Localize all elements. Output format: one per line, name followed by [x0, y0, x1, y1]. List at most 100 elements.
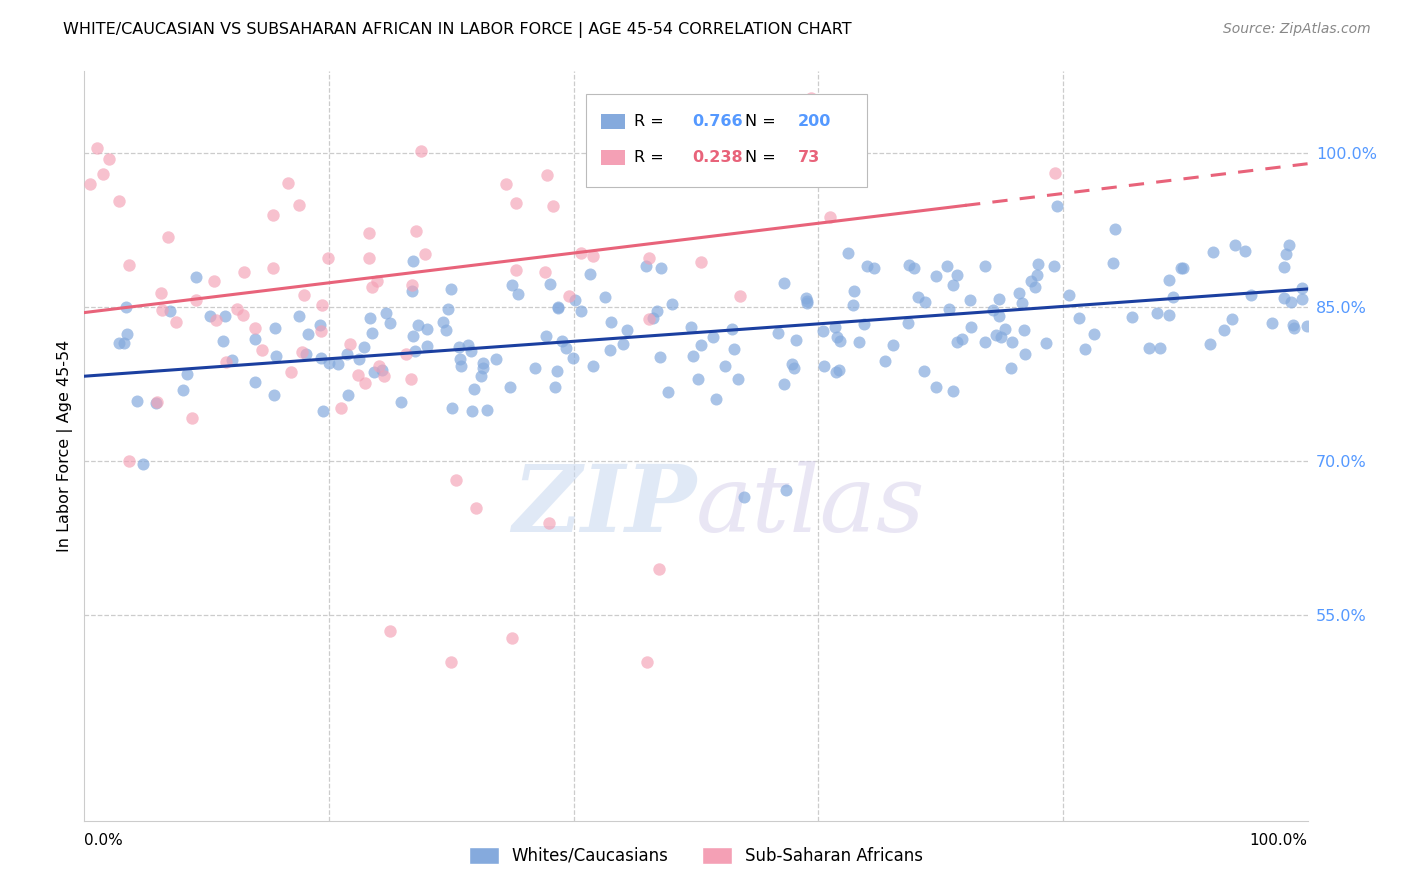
Point — [371, 363, 394, 377]
Point — [117, 259, 139, 273]
Point — [361, 326, 384, 340]
Point — [471, 360, 494, 375]
Point — [1014, 347, 1036, 361]
Point — [551, 334, 574, 348]
Point — [233, 264, 256, 278]
Point — [117, 326, 139, 341]
Y-axis label: In Labor Force | Age 45-54: In Labor Force | Age 45-54 — [58, 340, 73, 552]
Legend: Whites/Caucasians, Sub-Saharan Africans: Whites/Caucasians, Sub-Saharan Africans — [468, 847, 924, 864]
Point — [942, 384, 965, 398]
Point — [842, 285, 865, 299]
Text: R =: R = — [634, 150, 668, 165]
Point — [378, 316, 401, 330]
Point — [555, 342, 578, 356]
Point — [1035, 335, 1057, 350]
Point — [645, 304, 668, 318]
Point — [1043, 259, 1066, 273]
Point — [114, 300, 136, 314]
Point — [636, 259, 658, 273]
Point — [813, 359, 835, 374]
Point — [446, 473, 468, 487]
Point — [309, 318, 332, 332]
Point — [221, 353, 243, 368]
Point — [946, 268, 969, 282]
Point — [543, 199, 565, 213]
Point — [1057, 288, 1080, 302]
Point — [721, 321, 744, 335]
Point — [402, 329, 425, 343]
Point — [460, 343, 482, 358]
Point — [288, 198, 311, 212]
Point — [569, 304, 592, 318]
Point — [856, 259, 879, 273]
Point — [150, 303, 173, 318]
Point — [907, 290, 929, 304]
Point — [1234, 244, 1257, 258]
Point — [728, 289, 751, 303]
Point — [1171, 261, 1194, 276]
Point — [898, 258, 921, 272]
Point — [828, 334, 851, 348]
Point — [79, 178, 101, 192]
Point — [263, 388, 285, 402]
Point — [292, 287, 315, 301]
Point — [402, 253, 425, 268]
Text: R =: R = — [634, 114, 668, 129]
Point — [534, 264, 557, 278]
Point — [772, 377, 794, 392]
Point — [581, 249, 603, 263]
Point — [495, 177, 517, 191]
Point — [1261, 317, 1284, 331]
Point — [202, 274, 225, 288]
Point — [408, 318, 430, 333]
FancyBboxPatch shape — [600, 150, 626, 165]
Point — [312, 404, 335, 418]
Point — [211, 334, 233, 349]
Point — [841, 298, 863, 312]
Point — [349, 351, 371, 366]
Point — [449, 351, 471, 366]
Point — [984, 328, 1007, 343]
Point — [366, 274, 388, 288]
Point — [942, 277, 965, 292]
Point — [184, 269, 207, 284]
Point — [1011, 296, 1033, 310]
Point — [415, 339, 437, 353]
Point — [146, 394, 169, 409]
Point — [243, 321, 266, 335]
Point — [768, 326, 790, 341]
Point — [401, 277, 423, 292]
Point — [862, 260, 884, 275]
Point — [557, 289, 579, 303]
FancyBboxPatch shape — [586, 94, 868, 187]
Text: N =: N = — [745, 114, 780, 129]
Point — [723, 342, 745, 356]
Point — [796, 296, 818, 310]
Point — [499, 379, 522, 393]
Text: 0.238: 0.238 — [692, 150, 742, 165]
Point — [337, 388, 360, 402]
Point — [546, 364, 568, 378]
Point — [579, 267, 602, 281]
Point — [502, 631, 524, 645]
Point — [912, 364, 935, 378]
Point — [824, 365, 846, 379]
Point — [1240, 288, 1263, 302]
Point — [825, 330, 848, 344]
Point — [780, 357, 803, 371]
Point — [441, 401, 464, 415]
Point — [657, 384, 679, 399]
Point — [1024, 279, 1046, 293]
Point — [828, 362, 851, 376]
Point — [702, 330, 724, 344]
Point — [461, 404, 484, 418]
Point — [1170, 260, 1192, 275]
Point — [225, 302, 247, 317]
Point — [595, 290, 617, 304]
Point — [938, 302, 960, 317]
Point — [357, 251, 380, 265]
Point — [295, 347, 318, 361]
Point — [612, 337, 634, 351]
Point — [1278, 237, 1301, 252]
Point — [316, 251, 339, 265]
